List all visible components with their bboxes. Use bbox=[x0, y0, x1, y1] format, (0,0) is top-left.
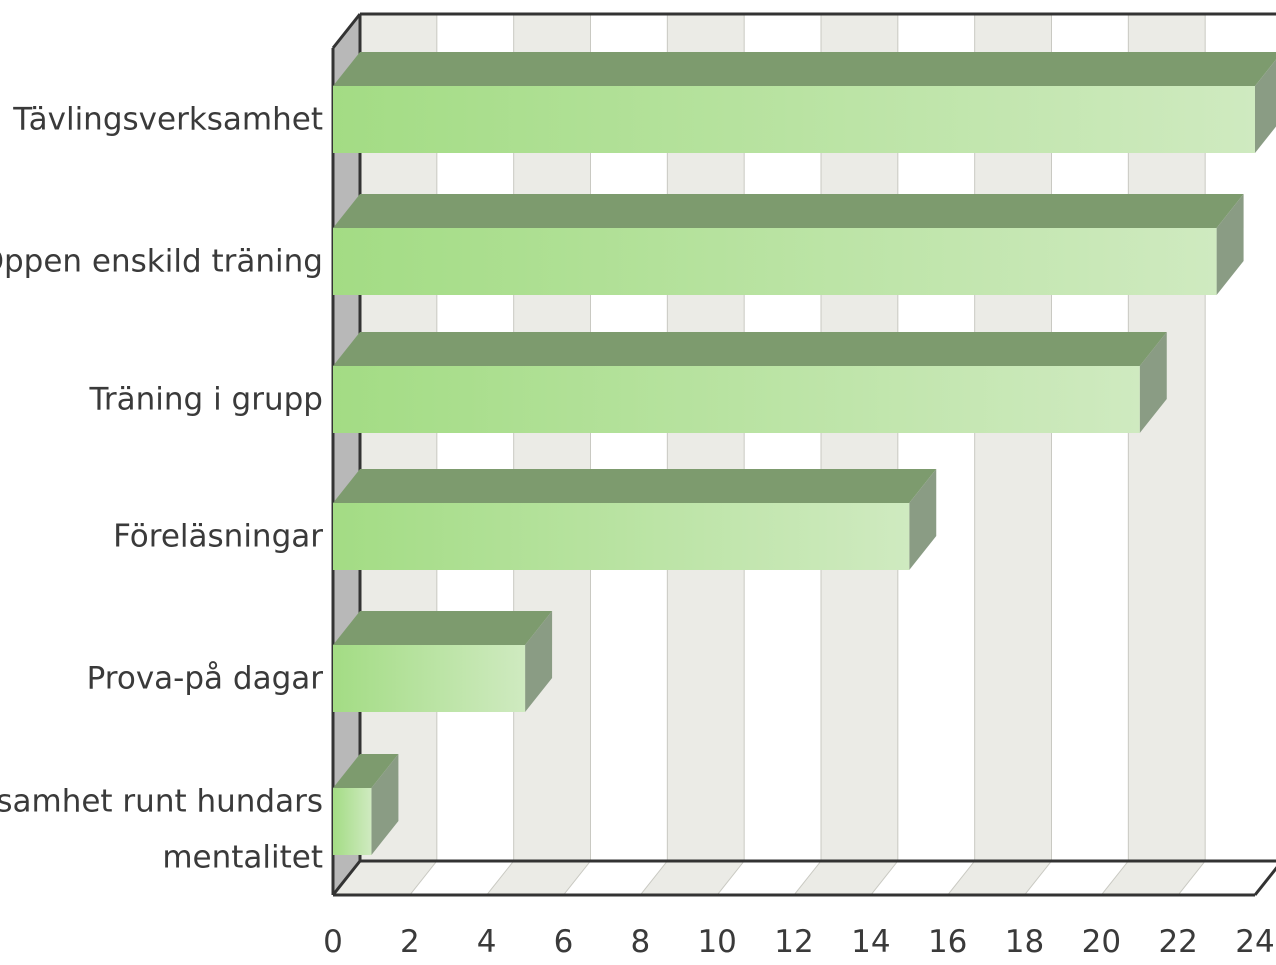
category-label: Träning i grupp bbox=[89, 382, 323, 418]
x-tick-label: 10 bbox=[697, 924, 736, 960]
category-label: Verksamhet runt hundars bbox=[0, 784, 323, 820]
bar-top-face bbox=[333, 611, 553, 645]
bar-front-face bbox=[333, 86, 1255, 153]
floor-band bbox=[333, 861, 437, 895]
bar-side-face bbox=[1216, 194, 1244, 295]
floor-band bbox=[947, 861, 1052, 895]
grid-band bbox=[897, 14, 975, 861]
grid-band bbox=[1205, 14, 1276, 861]
category-label: Prova-på dagar bbox=[87, 661, 324, 697]
floor-band bbox=[870, 861, 975, 895]
grid-band bbox=[1051, 14, 1129, 861]
floor-band bbox=[794, 861, 898, 895]
bar-front-face bbox=[333, 503, 910, 570]
grid-band bbox=[821, 14, 898, 861]
bar-front-face bbox=[333, 645, 526, 712]
grid-band bbox=[974, 14, 1052, 861]
bar bbox=[333, 194, 1244, 295]
grid-band bbox=[436, 14, 514, 861]
category-label: Öppen enskild träning bbox=[0, 243, 323, 280]
floor-gridline bbox=[1024, 860, 1052, 896]
bar-side-face bbox=[909, 469, 937, 570]
bar-side-face bbox=[371, 754, 399, 855]
x-tick-label: 0 bbox=[323, 924, 343, 960]
floor-band bbox=[1024, 861, 1129, 895]
x-tick-label: 20 bbox=[1082, 924, 1121, 960]
gridlines bbox=[332, 14, 1276, 896]
floor-gridline bbox=[947, 860, 976, 896]
bar-top-face bbox=[333, 332, 1167, 366]
bar-top-face bbox=[333, 52, 1276, 86]
x-tick-label: 18 bbox=[1005, 924, 1044, 960]
bar bbox=[333, 754, 399, 855]
category-label: mentalitet bbox=[162, 840, 323, 876]
floor-gridline bbox=[486, 860, 515, 896]
floor-band bbox=[563, 861, 668, 895]
category-label: Föreläsningar bbox=[113, 519, 323, 555]
bar-side-face bbox=[1139, 332, 1167, 433]
plot-frame bbox=[331, 12, 1276, 897]
frame-corner-top bbox=[331, 13, 362, 49]
bar-front-face bbox=[333, 228, 1217, 295]
bar bbox=[333, 52, 1276, 153]
floor-gridline bbox=[1177, 860, 1206, 896]
bar-top-face bbox=[333, 194, 1244, 228]
floor-band bbox=[640, 861, 745, 895]
floor-band bbox=[409, 861, 514, 895]
bars bbox=[333, 52, 1276, 855]
grid-band bbox=[667, 14, 745, 861]
floor-gridline bbox=[1100, 860, 1129, 896]
grid-band bbox=[590, 14, 668, 861]
bar-top-face bbox=[333, 754, 399, 788]
bar bbox=[333, 332, 1167, 433]
grid-band bbox=[513, 14, 591, 861]
floor-gridline bbox=[716, 860, 745, 896]
floor-band bbox=[717, 861, 821, 895]
floor-band bbox=[1178, 861, 1276, 895]
x-tick-label: 16 bbox=[928, 924, 967, 960]
x-tick-label: 14 bbox=[851, 924, 890, 960]
bar-side-face bbox=[525, 611, 553, 712]
floor-band bbox=[1101, 861, 1206, 895]
bar-top-face bbox=[333, 469, 937, 503]
grid-band bbox=[744, 14, 821, 861]
floor-gridline bbox=[793, 860, 822, 896]
x-tick-label: 8 bbox=[630, 924, 650, 960]
grid-bands bbox=[333, 14, 1276, 895]
floor-gridline bbox=[639, 860, 668, 896]
bar bbox=[333, 469, 937, 570]
category-labels: Tävlingsverksamhet Öppen enskild träning T… bbox=[0, 102, 323, 876]
x-tick-label: 6 bbox=[554, 924, 574, 960]
grid-band bbox=[360, 14, 437, 861]
x-tick-label: 4 bbox=[477, 924, 497, 960]
x-tick-label: 2 bbox=[400, 924, 420, 960]
category-label: Tävlingsverksamhet bbox=[12, 102, 323, 138]
x-tick-label: 24 bbox=[1235, 924, 1274, 960]
bar-front-face bbox=[333, 366, 1140, 433]
frame-corner-bottom bbox=[331, 860, 362, 896]
x-tick-label: 12 bbox=[774, 924, 813, 960]
bar-side-face bbox=[1255, 59, 1276, 153]
floor-gridline bbox=[563, 860, 591, 896]
floor-gridline bbox=[870, 860, 899, 896]
bar bbox=[333, 611, 553, 712]
bar-front-face bbox=[333, 788, 372, 855]
x-axis-tick-labels: 0 2 4 6 8 10 12 14 16 18 20 22 24 bbox=[323, 924, 1275, 960]
grid-band bbox=[1128, 14, 1206, 861]
x-tick-label: 22 bbox=[1158, 924, 1197, 960]
frame-corner-right bbox=[1253, 866, 1276, 896]
floor-band bbox=[486, 861, 591, 895]
floor-gridline bbox=[409, 860, 438, 896]
